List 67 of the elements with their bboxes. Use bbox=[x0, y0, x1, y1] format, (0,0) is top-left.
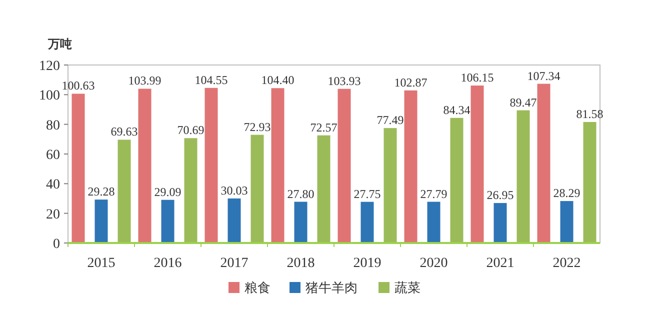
data-label: 27.79 bbox=[420, 186, 448, 201]
y-tick-label: 80 bbox=[46, 118, 60, 134]
bar bbox=[72, 94, 85, 243]
data-label: 107.34 bbox=[527, 68, 560, 83]
bar bbox=[294, 202, 308, 243]
bar bbox=[317, 135, 330, 243]
bar bbox=[228, 198, 241, 243]
data-label: 28.29 bbox=[553, 186, 580, 200]
x-tick-label: 2015 bbox=[87, 256, 116, 271]
bar bbox=[271, 88, 284, 243]
y-tick-label: 120 bbox=[39, 59, 60, 74]
data-label: 106.15 bbox=[460, 70, 494, 85]
y-tick-label: 20 bbox=[46, 207, 60, 222]
data-label: 26.95 bbox=[486, 188, 514, 202]
data-label: 84.34 bbox=[443, 102, 470, 117]
data-label: 29.28 bbox=[88, 184, 115, 199]
legend-label: 猪牛羊肉 bbox=[306, 281, 358, 296]
y-axis-title: 万吨 bbox=[47, 37, 72, 51]
data-label: 69.63 bbox=[110, 124, 138, 139]
y-tick-label: 100 bbox=[39, 88, 60, 104]
data-label: 30.03 bbox=[220, 183, 248, 198]
legend-label: 粮食 bbox=[244, 281, 270, 296]
data-label: 100.63 bbox=[62, 78, 95, 93]
bar bbox=[384, 128, 397, 243]
x-tick-label: 2016 bbox=[154, 256, 182, 271]
data-label: 27.75 bbox=[354, 186, 381, 201]
bar bbox=[450, 118, 464, 243]
y-tick-label: 40 bbox=[46, 178, 60, 193]
bar bbox=[404, 90, 418, 243]
data-label: 27.80 bbox=[287, 186, 314, 201]
x-tick-label: 2017 bbox=[220, 256, 248, 271]
bar bbox=[138, 88, 152, 243]
bar bbox=[360, 202, 374, 243]
bar bbox=[338, 88, 351, 243]
data-label: 81.58 bbox=[576, 106, 604, 121]
x-tick-label: 2019 bbox=[353, 256, 382, 271]
data-label: 72.57 bbox=[310, 120, 338, 134]
y-tick-label: 60 bbox=[46, 148, 60, 163]
data-label: 104.40 bbox=[261, 73, 294, 88]
bar bbox=[427, 202, 440, 243]
bar bbox=[560, 201, 574, 243]
bar bbox=[94, 200, 108, 243]
data-label: 104.55 bbox=[194, 72, 228, 87]
bar bbox=[537, 84, 550, 243]
legend-label: 蔬菜 bbox=[394, 281, 420, 296]
y-tick-label: 0 bbox=[53, 237, 60, 252]
data-label: 103.99 bbox=[128, 74, 162, 88]
bar bbox=[470, 86, 484, 243]
bar bbox=[583, 122, 596, 243]
bar bbox=[516, 110, 530, 243]
x-tick-label: 2018 bbox=[286, 256, 315, 271]
bar bbox=[494, 203, 507, 243]
data-label: 103.93 bbox=[328, 74, 361, 88]
data-label: 77.49 bbox=[376, 113, 404, 128]
data-label: 89.47 bbox=[510, 95, 537, 110]
x-tick-label: 2021 bbox=[486, 256, 514, 271]
x-tick-label: 2020 bbox=[420, 256, 448, 271]
bar bbox=[161, 200, 174, 243]
bar bbox=[118, 140, 131, 243]
bar bbox=[184, 138, 198, 243]
bar bbox=[204, 88, 218, 243]
data-label: 102.87 bbox=[394, 75, 428, 90]
data-label: 29.09 bbox=[154, 184, 182, 199]
bar bbox=[250, 134, 264, 243]
data-label: 70.69 bbox=[177, 123, 204, 138]
x-tick-label: 2022 bbox=[552, 256, 581, 271]
data-label: 72.93 bbox=[244, 120, 271, 134]
